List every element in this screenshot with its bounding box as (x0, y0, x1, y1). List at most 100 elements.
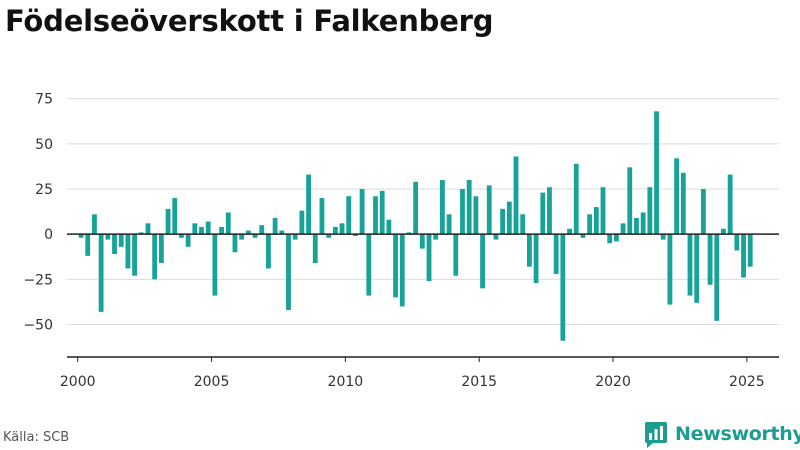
x-tick-label: 2000 (60, 374, 96, 390)
bar (179, 234, 184, 238)
bar (513, 156, 519, 235)
bar (547, 187, 552, 235)
bar (279, 230, 285, 235)
bar (353, 234, 358, 236)
bar (85, 234, 91, 256)
bar (506, 201, 512, 235)
bar (306, 174, 311, 235)
bar (78, 234, 84, 238)
bar (613, 234, 619, 242)
bar (125, 234, 131, 269)
bar (259, 225, 265, 235)
bar (399, 234, 405, 307)
y-tick-label: 25 (35, 182, 53, 198)
brand-name: Newsworthy (675, 423, 800, 445)
x-tick-label: 2015 (461, 374, 497, 390)
gridlines (67, 98, 779, 325)
bar (634, 217, 639, 235)
x-tick-label: 2025 (729, 374, 765, 390)
bar (721, 228, 726, 235)
bar (199, 226, 204, 235)
bar (272, 217, 278, 235)
bar (640, 212, 646, 235)
bar (573, 163, 579, 235)
y-tick-label: −25 (23, 272, 53, 288)
bar (346, 196, 352, 235)
bar (192, 223, 198, 235)
bar (138, 232, 144, 235)
bar (332, 226, 338, 235)
tick-labels: −50 −25 0 25 50 75 2000 2005 2010 2015 2020 2025 (23, 92, 764, 390)
bar (232, 234, 238, 253)
y-tick-label: −50 (23, 317, 53, 333)
bar (526, 234, 532, 267)
bar (158, 234, 164, 264)
bar (252, 234, 258, 238)
bar (393, 234, 398, 298)
bar (493, 234, 499, 240)
bar (266, 234, 271, 269)
bar (426, 234, 432, 282)
bar (299, 210, 305, 235)
x-tick-label: 2005 (194, 374, 230, 390)
bar (687, 234, 693, 296)
bar (453, 234, 459, 276)
bar (727, 174, 733, 235)
bar (707, 234, 713, 285)
bar (132, 234, 137, 276)
bar (500, 208, 506, 235)
bar (112, 234, 117, 255)
brand-logo: Newsworthy (644, 420, 800, 448)
bar (339, 223, 345, 235)
bar (741, 234, 746, 278)
bar (292, 234, 298, 240)
bar (593, 207, 599, 235)
bar (694, 234, 700, 303)
bar (660, 234, 666, 240)
bar (172, 198, 178, 235)
axes (67, 233, 779, 362)
x-tick-label: 2020 (595, 374, 631, 390)
bar (219, 226, 224, 235)
y-tick-label: 75 (35, 92, 53, 108)
bar (700, 189, 706, 235)
bar (587, 214, 593, 235)
bar (473, 196, 479, 235)
bar (185, 234, 191, 247)
bar (225, 212, 231, 235)
bar (286, 234, 291, 311)
bar (419, 234, 425, 249)
bar (567, 228, 572, 235)
source-note: Källa: SCB (3, 430, 70, 445)
bar (486, 185, 492, 235)
bar (674, 158, 680, 235)
bar (466, 179, 472, 235)
x-tick-label: 2010 (328, 374, 364, 390)
bar (205, 221, 211, 235)
bar (359, 189, 365, 235)
bar (433, 234, 439, 240)
bar (680, 172, 686, 235)
bar (105, 234, 111, 240)
bars (78, 111, 753, 341)
chart-title: Födelseöverskott i Falkenberg (5, 4, 494, 38)
bar (647, 187, 653, 235)
bar (446, 214, 452, 235)
bar (366, 234, 372, 296)
bar (379, 190, 385, 235)
bar (98, 234, 104, 312)
bar (212, 234, 218, 296)
bar (118, 234, 124, 247)
bar (406, 232, 412, 235)
bar (627, 167, 633, 235)
bar (654, 111, 659, 235)
bar (245, 230, 251, 235)
bar (714, 234, 720, 321)
bar (439, 179, 445, 235)
bar (533, 234, 539, 283)
bar (326, 234, 332, 238)
bar (239, 234, 245, 240)
bar (386, 219, 392, 235)
newsworthy-logo-icon (645, 421, 667, 448)
